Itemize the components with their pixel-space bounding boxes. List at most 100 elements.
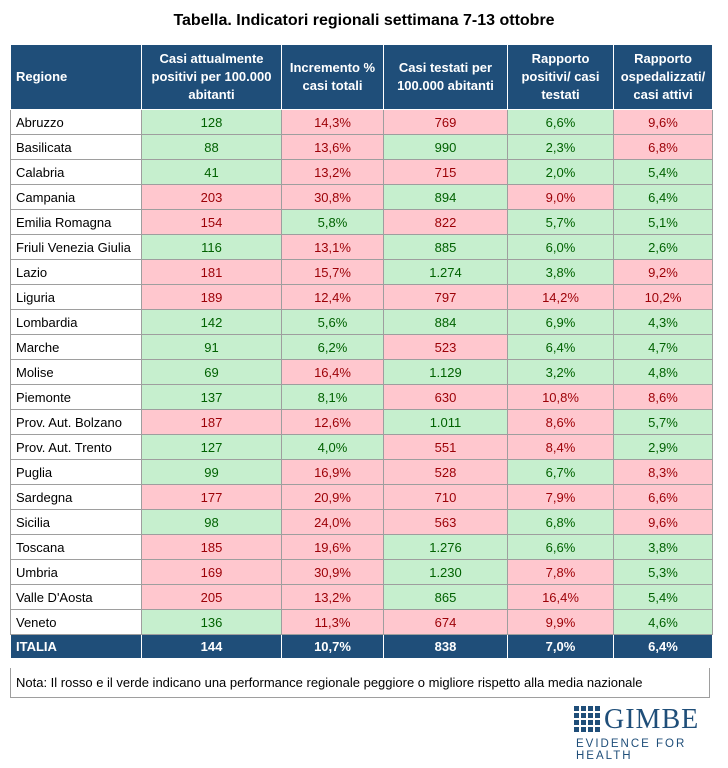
page-title: Tabella. Indicatori regionali settimana … [173,12,555,29]
indicator-cell: 9,9% [507,609,614,635]
region-name-cell: Valle D'Aosta [10,584,142,610]
indicator-cell: 7,9% [507,484,614,510]
region-name-cell: Lazio [10,259,142,285]
indicator-cell: 11,3% [281,609,384,635]
column-header-active-cases: Casi attualmente positivi per 100.000 ab… [141,44,282,110]
indicator-cell: 563 [383,509,508,535]
table-row: Liguria 189 12,4% 797 14,2% 10,2% [10,284,713,310]
indicator-cell: 769 [383,109,508,135]
indicator-cell: 4,6% [613,609,713,635]
indicator-cell: 142 [141,309,282,335]
indicator-cell: 1.011 [383,409,508,435]
indicator-cell: 19,6% [281,534,384,560]
region-name-cell: Friuli Venezia Giulia [10,234,142,260]
indicator-cell: 8,1% [281,384,384,410]
region-name-cell: Toscana [10,534,142,560]
table-row: Molise 69 16,4% 1.129 3,2% 4,8% [10,359,713,385]
indicator-cell: 9,2% [613,259,713,285]
indicator-cell: 6,6% [507,534,614,560]
region-name-cell: Emilia Romagna [10,209,142,235]
indicator-cell: 16,9% [281,459,384,485]
table-row: Sicilia 98 24,0% 563 6,8% 9,6% [10,509,713,535]
indicator-cell: 13,2% [281,584,384,610]
indicator-cell: 16,4% [507,584,614,610]
region-name-cell: Sicilia [10,509,142,535]
total-value-cell: 7,0% [507,634,614,659]
indicator-cell: 12,4% [281,284,384,310]
indicator-cell: 169 [141,559,282,585]
indicator-cell: 6,8% [507,509,614,535]
logo-name: GIMBE [604,704,700,735]
indicator-cell: 3,8% [613,534,713,560]
table-row: Calabria 41 13,2% 715 2,0% 5,4% [10,159,713,185]
indicator-cell: 1.230 [383,559,508,585]
table-row: Piemonte 137 8,1% 630 10,8% 8,6% [10,384,713,410]
column-header-region: Regione [10,44,142,110]
indicator-cell: 1.274 [383,259,508,285]
indicator-cell: 24,0% [281,509,384,535]
indicator-cell: 10,8% [507,384,614,410]
table-row: Emilia Romagna 154 5,8% 822 5,7% 5,1% [10,209,713,235]
indicator-cell: 6,7% [507,459,614,485]
indicator-cell: 2,3% [507,134,614,160]
region-name-cell: Molise [10,359,142,385]
table-row: Prov. Aut. Trento 127 4,0% 551 8,4% 2,9% [10,434,713,460]
total-value-cell: 838 [383,634,508,659]
column-header-tested-cases: Casi testati per 100.000 abitanti [383,44,508,110]
region-name-cell: Prov. Aut. Bolzano [10,409,142,435]
indicator-cell: 30,8% [281,184,384,210]
indicator-cell: 6,6% [507,109,614,135]
region-name-cell: Puglia [10,459,142,485]
indicator-cell: 3,2% [507,359,614,385]
region-name-cell: Veneto [10,609,142,635]
indicator-cell: 894 [383,184,508,210]
indicator-cell: 177 [141,484,282,510]
region-name-cell: Lombardia [10,309,142,335]
header-row: Regione Casi attualmente positivi per 10… [10,44,713,110]
table-row: Puglia 99 16,9% 528 6,7% 8,3% [10,459,713,485]
indicator-cell: 185 [141,534,282,560]
indicator-cell: 99 [141,459,282,485]
indicator-cell: 6,4% [507,334,614,360]
indicator-cell: 181 [141,259,282,285]
indicator-cell: 9,6% [613,509,713,535]
indicator-cell: 8,6% [613,384,713,410]
indicator-cell: 715 [383,159,508,185]
table-row: Basilicata 88 13,6% 990 2,3% 6,8% [10,134,713,160]
indicator-cell: 9,6% [613,109,713,135]
indicator-cell: 990 [383,134,508,160]
table-body: Abruzzo 128 14,3% 769 6,6% 9,6% Basilicata 88 13… [10,109,713,659]
indicator-cell: 528 [383,459,508,485]
total-value-cell: 6,4% [613,634,713,659]
indicator-cell: 551 [383,434,508,460]
region-name-cell: Abruzzo [10,109,142,135]
indicator-cell: 2,6% [613,234,713,260]
indicator-cell: 6,0% [507,234,614,260]
column-header-hospitalized-ratio: Rapporto ospedalizzati/ casi attivi [613,44,713,110]
region-name-cell: Prov. Aut. Trento [10,434,142,460]
indicator-cell: 6,4% [613,184,713,210]
indicator-cell: 1.129 [383,359,508,385]
logo-tagline: EVIDENCE FOR HEALTH [576,738,687,762]
table-row: Lombardia 142 5,6% 884 6,9% 4,3% [10,309,713,335]
indicator-cell: 69 [141,359,282,385]
indicator-cell: 885 [383,234,508,260]
indicator-cell: 7,8% [507,559,614,585]
table-row: Campania 203 30,8% 894 9,0% 6,4% [10,184,713,210]
indicator-cell: 5,4% [613,584,713,610]
table-row: Toscana 185 19,6% 1.276 6,6% 3,8% [10,534,713,560]
indicator-cell: 13,2% [281,159,384,185]
indicator-cell: 137 [141,384,282,410]
table-row: Abruzzo 128 14,3% 769 6,6% 9,6% [10,109,713,135]
indicator-cell: 5,8% [281,209,384,235]
indicator-cell: 2,0% [507,159,614,185]
indicator-cell: 98 [141,509,282,535]
table-row: Friuli Venezia Giulia 116 13,1% 885 6,0% 2,6% [10,234,713,260]
indicator-cell: 12,6% [281,409,384,435]
region-name-cell: Sardegna [10,484,142,510]
indicator-cell: 8,3% [613,459,713,485]
indicator-cell: 5,7% [507,209,614,235]
indicator-cell: 136 [141,609,282,635]
indicator-cell: 710 [383,484,508,510]
table-row: Prov. Aut. Bolzano 187 12,6% 1.011 8,6% 5,7% [10,409,713,435]
